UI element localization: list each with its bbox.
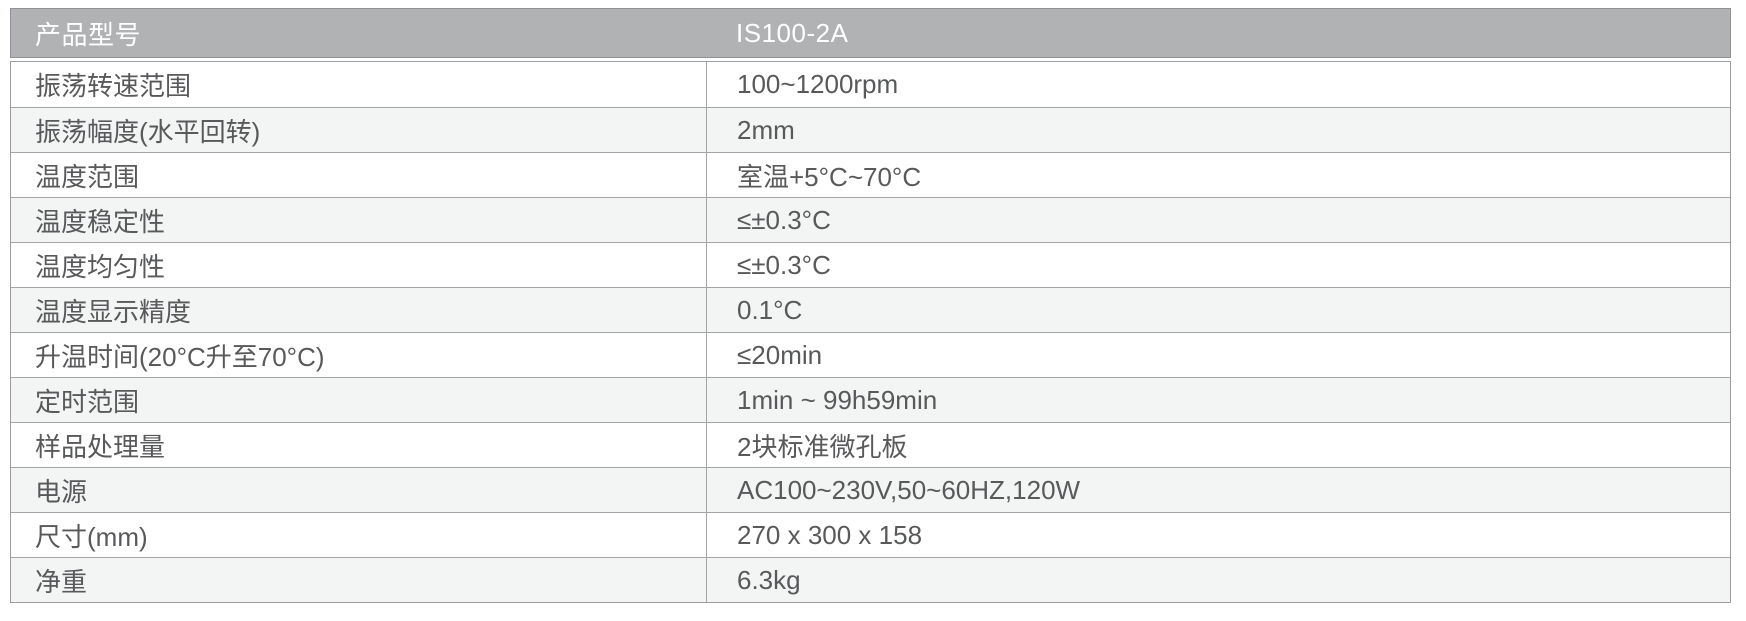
spec-value: ≤±0.3°C [706, 198, 1730, 242]
spec-value: ≤±0.3°C [706, 243, 1730, 287]
spec-value: AC100~230V,50~60HZ,120W [706, 468, 1730, 512]
table-row: 振荡幅度(水平回转) 2mm [11, 107, 1730, 152]
table-header-row: 产品型号 IS100-2A [10, 8, 1731, 58]
spec-label: 定时范围 [35, 386, 140, 417]
table-row: 升温时间(20°C升至70°C) ≤20min [11, 332, 1730, 377]
spec-label: 样品处理量 [35, 431, 166, 462]
spec-value: 室温+5°C~70°C [706, 153, 1730, 197]
table-body: 振荡转速范围 100~1200rpm 振荡幅度(水平回转) 2mm 温度范围 室… [10, 61, 1731, 603]
spec-value: 2块标准微孔板 [706, 423, 1730, 467]
spec-value: 1min ~ 99h59min [706, 378, 1730, 422]
spec-value: 270 x 300 x 158 [706, 513, 1730, 557]
spec-value: 6.3kg [706, 558, 1730, 602]
table-row: 温度显示精度 0.1°C [11, 287, 1730, 332]
table-row: 尺寸(mm) 270 x 300 x 158 [11, 512, 1730, 557]
product-spec-table: 产品型号 IS100-2A 振荡转速范围 100~1200rpm 振荡幅度(水平… [10, 8, 1731, 603]
table-row: 样品处理量 2块标准微孔板 [11, 422, 1730, 467]
spec-label: 温度均匀性 [35, 251, 166, 282]
spec-label: 尺寸(mm) [35, 521, 148, 552]
spec-label: 电源 [35, 476, 88, 507]
spec-value: ≤20min [706, 333, 1730, 377]
header-value-cell: IS100-2A [736, 17, 849, 48]
table-row: 电源 AC100~230V,50~60HZ,120W [11, 467, 1730, 512]
spec-label: 温度显示精度 [35, 296, 192, 327]
spec-label: 净重 [35, 566, 88, 597]
header-label-cell: 产品型号 [35, 19, 142, 50]
table-row: 振荡转速范围 100~1200rpm [11, 62, 1730, 107]
table-row: 温度均匀性 ≤±0.3°C [11, 242, 1730, 287]
spec-label: 温度稳定性 [35, 206, 166, 237]
table-row: 净重 6.3kg [11, 557, 1730, 602]
spec-label: 温度范围 [35, 161, 140, 192]
spec-value: 2mm [706, 108, 1730, 152]
table-row: 温度范围 室温+5°C~70°C [11, 152, 1730, 197]
spec-label: 振荡幅度(水平回转) [35, 116, 261, 147]
spec-value: 0.1°C [706, 288, 1730, 332]
table-row: 定时范围 1min ~ 99h59min [11, 377, 1730, 422]
spec-value: 100~1200rpm [706, 62, 1730, 107]
spec-label: 升温时间(20°C升至70°C) [35, 341, 325, 372]
table-row: 温度稳定性 ≤±0.3°C [11, 197, 1730, 242]
spec-label: 振荡转速范围 [35, 71, 192, 101]
